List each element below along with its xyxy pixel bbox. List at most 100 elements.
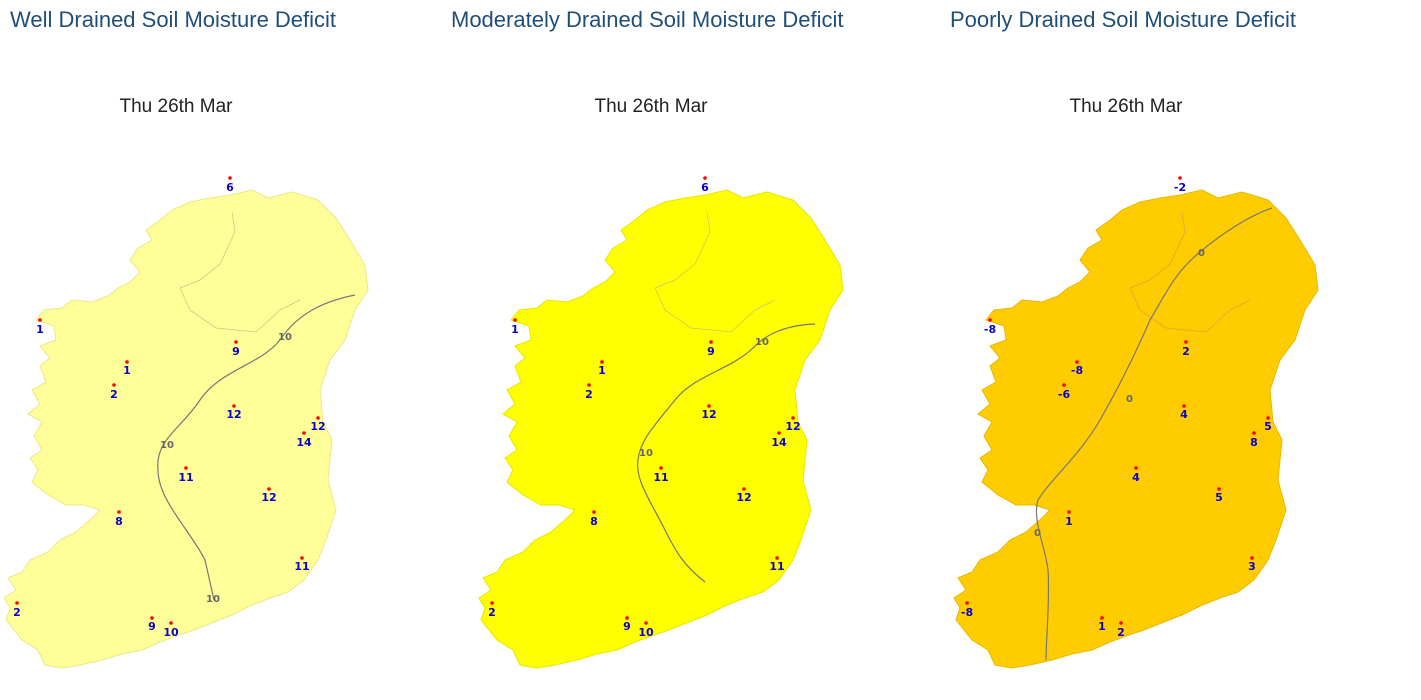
station-dot bbox=[659, 466, 663, 470]
station-value: 9 bbox=[232, 345, 240, 358]
station-dot bbox=[1252, 431, 1256, 435]
station-dot bbox=[625, 616, 629, 620]
station-dot bbox=[38, 318, 42, 322]
station-markers: -2 -8 -8 -6 2 4 5 8 4 5 1 3 -8 1 2 bbox=[961, 176, 1272, 639]
station-dot bbox=[125, 360, 129, 364]
station-value: 9 bbox=[623, 620, 631, 633]
station-dot bbox=[150, 616, 154, 620]
station-value: -2 bbox=[1174, 181, 1186, 194]
station-value: 1 bbox=[511, 323, 519, 336]
border-line bbox=[1129, 211, 1251, 333]
contour-line bbox=[157, 294, 356, 601]
station-value: 3 bbox=[1248, 560, 1256, 573]
station-value: 12 bbox=[736, 491, 751, 504]
contour-label: 0 bbox=[1198, 248, 1205, 259]
map-moderately-drained: 10 10 6 1 1 2 9 12 12 14 11 12 8 11 2 9 … bbox=[478, 176, 844, 669]
station-value: 8 bbox=[590, 515, 598, 528]
station-dot bbox=[600, 360, 604, 364]
station-value: 10 bbox=[163, 626, 179, 639]
map-well-drained: 10 10 10 6 1 1 2 9 12 12 14 11 12 8 11 2… bbox=[3, 176, 369, 669]
panel-date: Thu 26th Mar bbox=[594, 96, 708, 117]
contour-label: 10 bbox=[755, 337, 769, 348]
station-dot bbox=[742, 487, 746, 491]
station-dot bbox=[1067, 510, 1071, 514]
station-value: 11 bbox=[294, 560, 309, 573]
station-dot bbox=[965, 601, 969, 605]
station-dot bbox=[184, 466, 188, 470]
panel-date: Thu 26th Mar bbox=[1069, 96, 1183, 117]
panel-poorly-drained: Poorly Drained Soil Moisture Deficit Thu… bbox=[950, 0, 1421, 700]
station-value: 1 bbox=[123, 364, 131, 377]
station-dot bbox=[1119, 621, 1123, 625]
station-value: 1 bbox=[1098, 620, 1106, 633]
station-dot bbox=[1184, 340, 1188, 344]
panel-title: Poorly Drained Soil Moisture Deficit bbox=[950, 7, 1297, 32]
station-value: 1 bbox=[1065, 515, 1073, 528]
station-value: 6 bbox=[226, 181, 234, 194]
station-dot bbox=[1075, 360, 1079, 364]
station-dot bbox=[709, 340, 713, 344]
station-value: -8 bbox=[961, 606, 973, 619]
contour-label: 0 bbox=[1126, 394, 1133, 405]
station-value: 12 bbox=[226, 408, 241, 421]
map-poorly-drained: 0 0 0 -2 -8 -8 -6 2 4 5 8 4 5 1 3 -8 1 2 bbox=[953, 176, 1319, 669]
station-dot bbox=[1100, 616, 1104, 620]
station-value: 12 bbox=[310, 420, 325, 433]
station-dot bbox=[1250, 556, 1254, 560]
station-dot bbox=[1266, 416, 1270, 420]
station-value: -8 bbox=[984, 323, 996, 336]
station-value: 2 bbox=[1182, 345, 1190, 358]
station-value: 10 bbox=[638, 626, 654, 639]
station-value: 2 bbox=[110, 388, 118, 401]
station-dot bbox=[228, 176, 232, 180]
station-dot bbox=[117, 510, 121, 514]
station-value: 2 bbox=[1117, 626, 1125, 639]
station-value: 1 bbox=[36, 323, 44, 336]
contour-label: 10 bbox=[160, 440, 174, 451]
station-dot bbox=[1178, 176, 1182, 180]
station-value: 14 bbox=[771, 436, 787, 449]
station-value: 5 bbox=[1215, 491, 1223, 504]
station-value: 11 bbox=[178, 471, 193, 484]
station-dot bbox=[300, 556, 304, 560]
contour-label: 10 bbox=[278, 332, 292, 343]
station-value: 11 bbox=[769, 560, 784, 573]
station-dot bbox=[587, 383, 591, 387]
station-value: 8 bbox=[115, 515, 123, 528]
station-value: 8 bbox=[1250, 436, 1258, 449]
station-value: 5 bbox=[1264, 420, 1272, 433]
station-dot bbox=[707, 404, 711, 408]
station-dot bbox=[644, 621, 648, 625]
station-value: 9 bbox=[707, 345, 715, 358]
station-value: 2 bbox=[488, 606, 496, 619]
station-value: 6 bbox=[701, 181, 709, 194]
station-dot bbox=[490, 601, 494, 605]
station-value: -8 bbox=[1071, 364, 1083, 377]
station-dot bbox=[791, 416, 795, 420]
station-value: 9 bbox=[148, 620, 156, 633]
station-value: 4 bbox=[1180, 408, 1188, 421]
station-dot bbox=[1182, 404, 1186, 408]
station-value: 14 bbox=[296, 436, 312, 449]
station-dot bbox=[1134, 466, 1138, 470]
station-value: 12 bbox=[785, 420, 800, 433]
station-dot bbox=[112, 383, 116, 387]
station-markers: 6 1 1 2 9 12 12 14 11 12 8 11 2 9 10 bbox=[488, 176, 801, 639]
station-value: 1 bbox=[598, 364, 606, 377]
station-dot bbox=[302, 431, 306, 435]
border-line bbox=[654, 211, 776, 333]
station-dot bbox=[316, 416, 320, 420]
station-value: 11 bbox=[653, 471, 668, 484]
station-value: 2 bbox=[585, 388, 593, 401]
panel-date: Thu 26th Mar bbox=[119, 96, 233, 117]
contour-label: 0 bbox=[1034, 528, 1041, 539]
contour-line bbox=[637, 323, 816, 583]
station-dot bbox=[169, 621, 173, 625]
station-dot bbox=[15, 601, 19, 605]
panel-well-drained: Well Drained Soil Moisture Deficit Thu 2… bbox=[0, 0, 470, 700]
station-dot bbox=[1217, 487, 1221, 491]
station-dot bbox=[232, 404, 236, 408]
station-dot bbox=[267, 487, 271, 491]
station-dot bbox=[513, 318, 517, 322]
station-value: 12 bbox=[701, 408, 716, 421]
